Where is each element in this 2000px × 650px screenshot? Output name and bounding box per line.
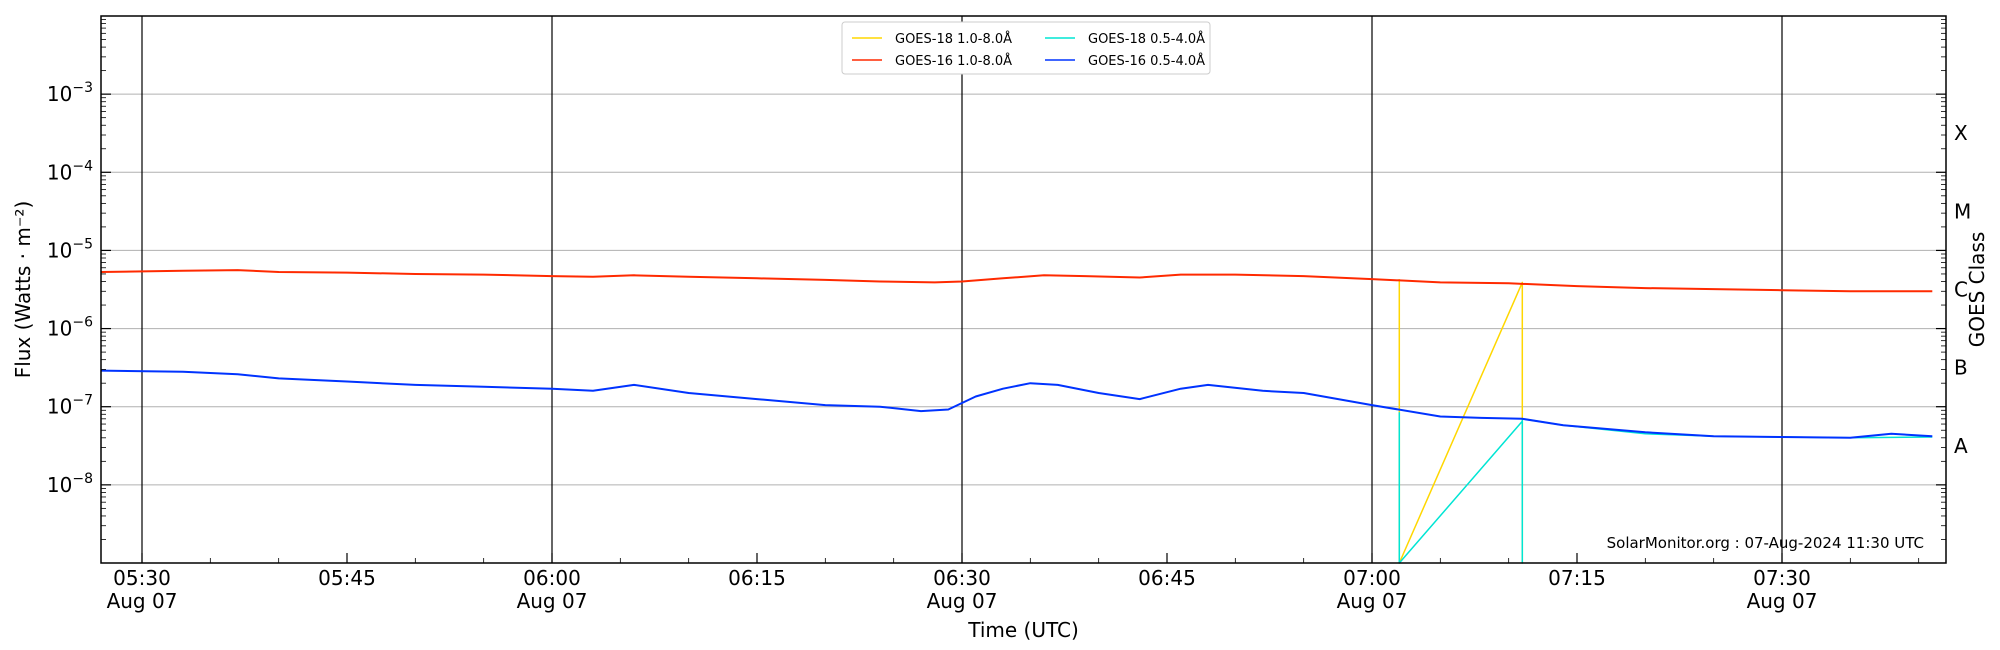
legend: GOES-18 1.0-8.0Å GOES-16 1.0-8.0Å GOES-18 … — [841, 21, 1211, 75]
day-marker-lines — [141, 16, 1783, 563]
series-line-2 — [100, 269, 1933, 293]
goes-class-label-a: A — [1954, 434, 1968, 458]
y-tick-label: 10−5 — [47, 236, 93, 262]
legend-label-2: GOES-16 1.0-8.0Å — [895, 53, 1012, 69]
y-tick-exponent: −7 — [72, 393, 93, 409]
goes-class-axis-title: GOES Class — [1965, 232, 1989, 348]
x-tick-label: 06:45 — [1138, 566, 1196, 590]
y-tick-label: 10−8 — [47, 471, 93, 497]
x-tick-date-label: Aug 07 — [517, 589, 588, 613]
x-tick-date-label: Aug 07 — [107, 589, 178, 613]
x-tick-label: 06:00 — [523, 566, 581, 590]
goes-class-label-c: C — [1954, 278, 1968, 302]
y-tick-label: 10−7 — [47, 393, 93, 419]
x-tick-label: 05:30 — [113, 566, 171, 590]
legend-box — [841, 21, 1211, 75]
axis-ticks — [101, 19, 1946, 563]
legend-label-3: GOES-16 0.5-4.0Å — [1088, 53, 1205, 69]
x-tick-label: 06:30 — [933, 566, 991, 590]
series-line-0 — [1398, 279, 1524, 564]
legend-label-0: GOES-18 1.0-8.0Å — [895, 31, 1012, 47]
y-axis-title: Flux (Watts · m⁻²) — [11, 201, 35, 379]
y-tick-label: 10−4 — [47, 158, 93, 184]
x-tick-label: 07:00 — [1343, 566, 1401, 590]
goes-class-label-m: M — [1954, 199, 1971, 223]
x-tick-date-label: Aug 07 — [1337, 589, 1408, 613]
series-lines — [100, 269, 1933, 564]
x-tick-date-label: Aug 07 — [1747, 589, 1818, 613]
legend-label-1: GOES-18 0.5-4.0Å — [1088, 31, 1205, 47]
plot-frame — [100, 15, 1947, 564]
y-tick-exponent: −8 — [72, 471, 93, 487]
x-axis-title: Time (UTC) — [967, 618, 1079, 642]
x-tick-label: 06:15 — [728, 566, 786, 590]
y-tick-exponent: −5 — [72, 236, 93, 252]
y-tick-label: 10−6 — [47, 315, 93, 341]
goes-class-label-b: B — [1954, 356, 1968, 380]
x-tick-label: 07:30 — [1753, 566, 1811, 590]
y-tick-label: 10−3 — [47, 80, 93, 106]
x-tick-label: 07:15 — [1548, 566, 1606, 590]
x-tick-label: 05:45 — [318, 566, 376, 590]
series-line-3 — [100, 369, 1933, 439]
goes-class-label-x: X — [1954, 121, 1968, 145]
y-tick-exponent: −4 — [72, 158, 93, 174]
y-tick-exponent: −6 — [72, 315, 93, 331]
source-annotation: SolarMonitor.org : 07-Aug-2024 11:30 UTC — [1607, 534, 1924, 552]
y-tick-exponent: −3 — [72, 80, 93, 96]
x-tick-date-label: Aug 07 — [927, 589, 998, 613]
grid-lines — [101, 93, 1946, 486]
